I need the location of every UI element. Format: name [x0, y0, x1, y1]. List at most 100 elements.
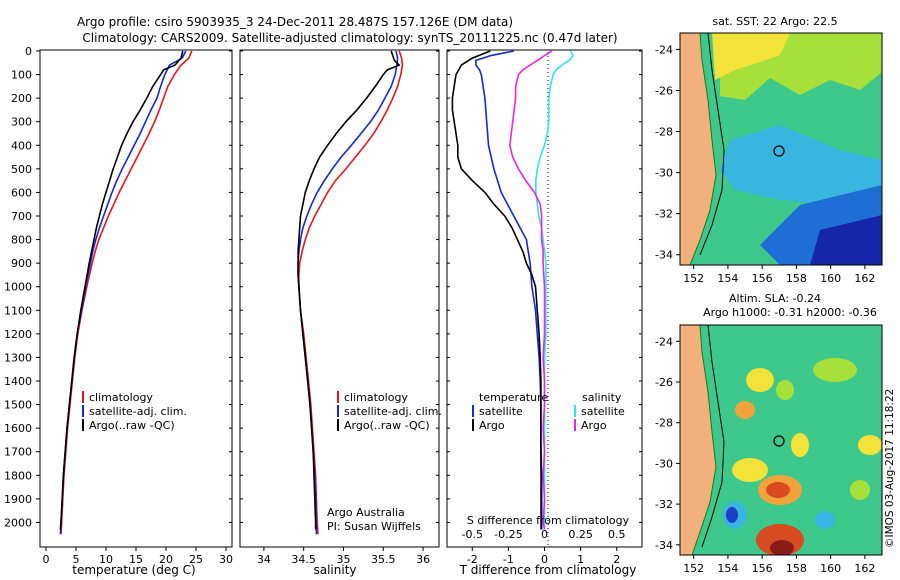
map-lat-tick-label: -26 [655, 376, 673, 389]
depth-tick-label: 300 [11, 116, 32, 129]
depth-axis: 0 100 200 300 400 500 600 700 800 900 1000 1100 1200… [4, 45, 642, 529]
legend-label-satellite: satellite-adj. clim. [89, 405, 187, 418]
map-lat-tick-label: -34 [655, 249, 673, 262]
series-line-argo-raw-qc [297, 50, 401, 530]
depth-tick-label: 900 [11, 257, 32, 270]
legend-title-salinity: salinity [582, 391, 622, 404]
legend-label-satellite: satellite-adj. clim. [344, 405, 442, 418]
sla-anomaly [732, 458, 768, 482]
sla-map-axes: 152 154 156 158 160 162 -24 -26 -28 -30 -32 -34 [655, 335, 875, 575]
map-lon-tick-label: 154 [717, 562, 738, 575]
depth-tick-label: 100 [11, 69, 32, 82]
imos-credit: ©IMOS 03-Aug-2017 11:18:22 [884, 389, 896, 548]
depth-tick-label: 1500 [4, 399, 32, 412]
salinity-legend: climatology satellite-adj. clim. Argo(..… [337, 391, 442, 432]
sst-cool-band [720, 125, 882, 205]
t-difference-tick-label: 2 [613, 553, 620, 566]
sla-anomaly [735, 401, 755, 419]
salinity-xlabel: salinity [313, 563, 356, 577]
figure-title-line1: Argo profile: csiro 5903935_3 24-Dec-201… [77, 15, 513, 29]
salinity-tick-label: 34.5 [291, 553, 316, 566]
temperature-tick-label: 25 [189, 553, 203, 566]
depth-tick-label: 0 [25, 45, 32, 58]
t-difference-xlabel: T difference from climatology [459, 563, 637, 577]
map-lat-tick-label: -26 [655, 84, 673, 97]
s-difference-tick-label: -0.25 [494, 528, 522, 541]
salinity-plot-frame [239, 49, 440, 548]
map-lon-tick-label: 162 [854, 272, 875, 285]
series-line-t-argo [451, 50, 543, 530]
depth-tick-label: 1200 [4, 328, 32, 341]
legend-title-temperature: temperature [479, 391, 548, 404]
salinity-tick-label: 34 [257, 553, 271, 566]
map-lon-tick-label: 160 [820, 272, 841, 285]
salinity-tick-label: 35.5 [371, 553, 396, 566]
depth-tick-label: 1800 [4, 469, 32, 482]
t-difference-tick-label: 0 [541, 553, 548, 566]
temperature-plot-frame [39, 49, 233, 548]
depth-tick-label: 500 [11, 163, 32, 176]
s-difference-tick-label: -0.5 [462, 528, 483, 541]
map-lat-tick-label: -32 [655, 208, 673, 221]
coastline [691, 325, 717, 555]
map-lon-tick-label: 158 [786, 272, 807, 285]
legend-label-climatology: climatology [89, 391, 153, 404]
temperature-tick-label: 5 [73, 553, 80, 566]
salinity-tick-label: 35 [336, 553, 350, 566]
sla-anomaly [726, 507, 738, 523]
depth-tick-label: 800 [11, 234, 32, 247]
sla-anomaly [746, 368, 774, 392]
map-lat-tick-label: -32 [655, 498, 673, 511]
depth-tick-label: 1000 [4, 281, 32, 294]
s-difference-tick-label: 0 [541, 528, 548, 541]
sla-anomaly [813, 358, 857, 382]
series-line-climatology [60, 50, 193, 535]
figure-title-line2: Climatology: CARS2009. Satellite-adjuste… [82, 31, 617, 45]
land-australia [680, 33, 716, 265]
t-difference-tick-label: 1 [577, 553, 584, 566]
t-difference-tick-label: -1 [503, 553, 514, 566]
sla-anomaly [858, 435, 882, 455]
sst-map-title: sat. SST: 22 Argo: 22.5 [712, 15, 837, 28]
sla-anomaly [850, 480, 870, 500]
temperature-tick-label: 0 [43, 553, 50, 566]
sla-map-field [680, 325, 882, 555]
map-lon-tick-label: 156 [752, 272, 773, 285]
coastline [689, 33, 717, 265]
depth-tick-label: 1900 [4, 493, 32, 506]
map-lon-tick-label: 156 [752, 562, 773, 575]
temperature-tick-label: 10 [99, 553, 113, 566]
map-lat-tick-label: -34 [655, 539, 673, 552]
map-lat-tick-label: -24 [655, 43, 673, 56]
temperature-series [59, 50, 193, 535]
depth-tick-label: 1700 [4, 446, 32, 459]
salinity-series [297, 50, 404, 535]
depth-tick-label: 1300 [4, 351, 32, 364]
legend-label-argo: Argo(..raw -QC) [344, 419, 430, 432]
sst-map-frame [679, 32, 883, 266]
sst-map-axes: 152 154 156 158 160 162 -24 -26 -28 -30 -32 -34 [655, 43, 875, 285]
map-lat-tick-label: -28 [655, 417, 673, 430]
series-line-satellite-adj-clim [59, 50, 187, 535]
pi-label: PI: Susan Wijffels [327, 520, 421, 533]
s-difference-xlabel: S difference from climatology [467, 514, 630, 527]
legend-label-t-satellite: satellite [479, 405, 523, 418]
land-australia [680, 325, 716, 555]
depth-tick-label: 2000 [4, 516, 32, 529]
sst-patch [808, 36, 842, 56]
s-difference-tick-label: 0.25 [568, 528, 593, 541]
depth-tick-label: 1400 [4, 375, 32, 388]
map-lon-tick-label: 154 [717, 272, 738, 285]
series-line-argo-raw-qc [59, 50, 184, 530]
map-lat-tick-label: -30 [655, 457, 673, 470]
sla-anomaly [791, 433, 809, 457]
map-lat-tick-label: -24 [655, 335, 673, 348]
s-difference-tick-label: 0.5 [608, 528, 626, 541]
temperature-tick-label: 15 [129, 553, 143, 566]
series-line-t-satellite [475, 50, 542, 530]
depth-tick-label: 1100 [4, 304, 32, 317]
argo-position-marker [773, 145, 785, 157]
sla-map-title-line1: Altim. SLA: -0.24 [729, 292, 821, 305]
legend-label-climatology: climatology [344, 391, 408, 404]
